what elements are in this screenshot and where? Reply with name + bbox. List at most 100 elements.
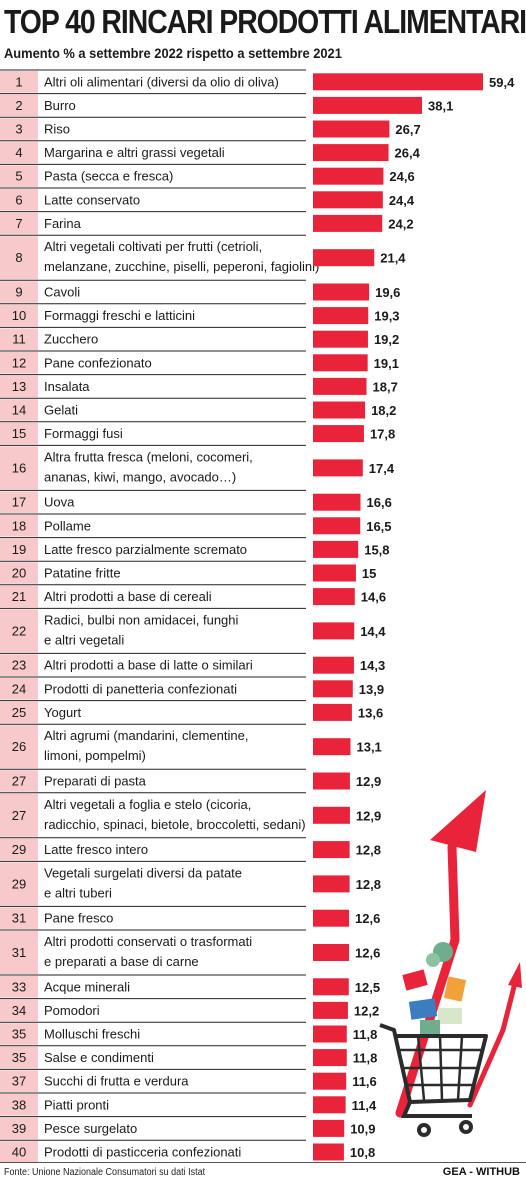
value-label: 18,2	[371, 403, 396, 418]
rank-label: 17	[12, 495, 26, 510]
value-label: 13,1	[356, 740, 381, 755]
bar	[313, 944, 350, 961]
bar-row: 15 Formaggi fusi 17,8	[0, 422, 395, 446]
rank-cell	[0, 212, 38, 235]
bar	[313, 622, 355, 640]
bar-row: 25 Yogurt 13,6	[0, 701, 383, 725]
category-label: Altri agrumi (mandarini, clementine,	[44, 728, 248, 743]
category-label: Farina	[44, 216, 82, 231]
rank-label: 31	[12, 911, 26, 926]
bar-row: 27 Preparati di pasta 12,9	[0, 770, 381, 794]
bar	[313, 144, 389, 162]
rank-cell	[0, 725, 38, 769]
bar-row: 35 Molluschi freschi 11,8	[0, 1023, 378, 1047]
rank-cell	[0, 352, 38, 374]
rank-label: 34	[12, 1003, 26, 1018]
bar	[313, 120, 390, 138]
category-label: Pasta (secca e fresca)	[44, 169, 173, 184]
bar-row: 13 Insalata 18,7	[0, 375, 398, 399]
bar	[313, 191, 383, 209]
category-label: radicchio, spinaci, bietole, broccoletti…	[44, 817, 306, 832]
rank-cell	[0, 328, 38, 350]
bar	[313, 564, 356, 582]
rank-cell	[0, 907, 38, 929]
value-label: 12,9	[356, 808, 381, 823]
category-label: Prodotti di panetteria confezionati	[44, 681, 237, 696]
rank-cell	[0, 678, 38, 700]
rank-cell	[0, 1094, 38, 1116]
bar	[313, 1096, 346, 1114]
value-label: 17,4	[369, 461, 395, 476]
bar-row: 34 Pomodori 12,2	[0, 999, 379, 1023]
credit-label: GEA - WITHUB	[442, 1166, 520, 1178]
bar	[313, 425, 364, 443]
bar-row: 8 Altri vegetali coltivati per frutti (ce…	[0, 236, 406, 281]
category-label: Yogurt	[44, 705, 81, 720]
rank-cell	[0, 793, 38, 837]
rank-label: 11	[12, 332, 26, 347]
bar-row: 19 Latte fresco parzialmente scremato 15,8	[0, 538, 390, 562]
rank-label: 27	[12, 808, 26, 823]
rank-label: 38	[12, 1097, 26, 1112]
value-label: 16,5	[366, 519, 391, 534]
rank-cell	[0, 770, 38, 792]
category-label: e altri vegetali	[44, 632, 124, 647]
bar-row: 16 Altra frutta fresca (meloni, cocomeri,…	[0, 446, 395, 491]
rank-label: 31	[12, 945, 26, 960]
bar	[313, 1072, 347, 1090]
rank-cell	[0, 236, 38, 280]
chart-title: TOP 40 RINCARI PRODOTTI ALIMENTARI	[4, 3, 526, 40]
bar	[313, 354, 368, 372]
bar-row: 31 Altri prodotti conservati o trasformat…	[0, 931, 380, 976]
rank-label: 10	[12, 308, 26, 323]
rank-label: 6	[15, 192, 22, 207]
rank-cell	[0, 1141, 38, 1162]
rank-cell	[0, 538, 38, 561]
bar-row: 27 Altri vegetali a foglia e stelo (cicor…	[0, 793, 381, 839]
rank-cell	[0, 118, 38, 140]
bar-row: 11 Zucchero 19,2	[0, 328, 399, 352]
rank-label: 3	[15, 122, 22, 137]
value-label: 12,8	[356, 843, 381, 858]
rank-cell	[0, 304, 38, 327]
footer-divider	[0, 1162, 526, 1163]
value-label: 11,4	[352, 1098, 377, 1113]
rank-label: 13	[12, 379, 26, 394]
rank-cell	[0, 609, 38, 653]
category-label: Zucchero	[44, 332, 98, 347]
category-label: Pollame	[44, 518, 91, 533]
bar	[313, 330, 368, 348]
rank-label: 7	[15, 216, 22, 231]
category-label: Gelati	[44, 403, 78, 418]
bar-row: 23 Altri prodotti a base di latte o simil…	[0, 654, 385, 678]
category-label: Pesce surgelato	[44, 1121, 137, 1136]
rank-cell	[0, 281, 38, 303]
value-label: 59,4	[489, 75, 515, 90]
bar-row: 29 Latte fresco intero 12,8	[0, 838, 381, 862]
value-label: 21,4	[380, 251, 406, 266]
chart-subtitle: Aumento % a settembre 2022 rispetto a se…	[4, 45, 342, 61]
rank-label: 29	[12, 876, 26, 891]
rank-label: 35	[12, 1027, 26, 1042]
bar-row: 22 Radici, bulbi non amidacei, funghi e al…	[0, 609, 386, 654]
category-label: e altri tuberi	[44, 885, 112, 900]
rank-cell	[0, 375, 38, 398]
rank-label: 39	[12, 1121, 26, 1136]
rank-cell	[0, 838, 38, 861]
rank-label: 5	[15, 169, 22, 184]
rank-cell	[0, 976, 38, 998]
rank-cell	[0, 491, 38, 513]
value-label: 15,8	[364, 542, 389, 557]
rank-label: 2	[15, 98, 22, 113]
bar	[313, 1143, 344, 1161]
bar-row: 39 Pesce surgelato 10,9	[0, 1117, 376, 1141]
value-label: 19,3	[374, 309, 399, 324]
rank-label: 1	[15, 74, 22, 89]
category-label: Patatine fritte	[44, 566, 121, 581]
rank-cell	[0, 399, 38, 421]
bar	[313, 772, 350, 790]
category-label: Acque minerali	[44, 979, 130, 994]
value-label: 11,8	[353, 1027, 378, 1042]
category-label: Altri vegetali coltivati per frutti (cet…	[44, 239, 262, 254]
value-label: 12,6	[355, 946, 380, 961]
